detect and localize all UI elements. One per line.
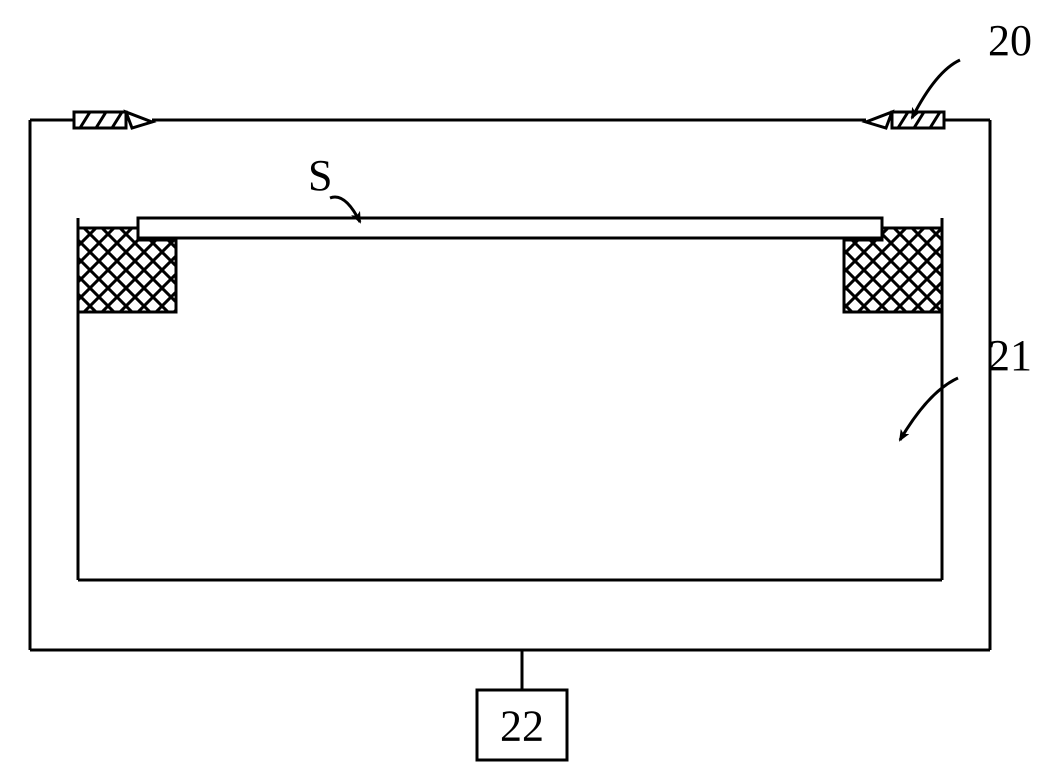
inner-chamber — [78, 218, 942, 580]
leader-line — [900, 378, 958, 440]
label-22: 22 — [500, 701, 544, 750]
substrate — [138, 218, 882, 238]
support — [844, 228, 942, 312]
support — [78, 228, 176, 312]
outer-chamber — [30, 120, 990, 650]
label-20: 20 — [988, 16, 1032, 65]
label-S: S — [308, 151, 332, 200]
leader-line — [912, 60, 960, 118]
label-21: 21 — [988, 331, 1032, 380]
